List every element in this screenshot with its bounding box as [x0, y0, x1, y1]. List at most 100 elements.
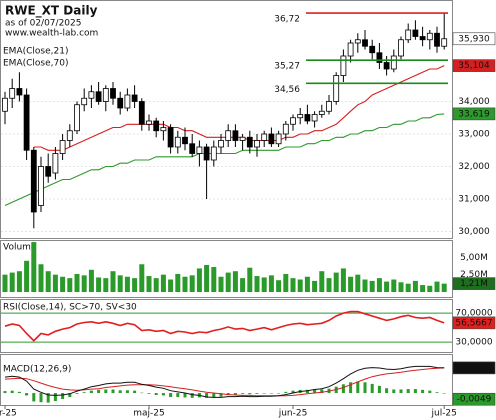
candle-body [405, 29, 412, 41]
y-tick-label: 70,0000 [455, 309, 492, 319]
histogram-bar [205, 393, 209, 398]
candle-body [182, 136, 188, 145]
volume-bar [232, 271, 238, 292]
candle-body [95, 91, 102, 102]
candle-body [167, 127, 174, 148]
histogram-bar [89, 390, 93, 394]
volume-bar [283, 273, 289, 292]
histogram-bar [305, 389, 309, 394]
candle-body [153, 120, 160, 132]
candle-body [434, 32, 440, 47]
histogram-bar [140, 392, 144, 394]
histogram-bar [25, 393, 29, 396]
candle-body [196, 146, 203, 154]
candle-body [326, 101, 332, 112]
volume-bar [218, 276, 224, 292]
histogram-bar [39, 393, 43, 403]
volume-bar [254, 276, 260, 292]
candle-body [318, 110, 325, 115]
volume-bar [24, 260, 30, 292]
histogram-bar [46, 393, 50, 403]
histogram-bar [212, 393, 216, 398]
histogram-bar [413, 389, 417, 394]
volume-bar [348, 276, 354, 292]
candle-body [340, 55, 347, 76]
volume-bar [16, 271, 22, 292]
candle-body [297, 114, 304, 119]
histogram-bar [125, 390, 129, 394]
y-tick-label: 31,000 [458, 195, 490, 205]
histogram-bar [82, 392, 86, 394]
volume-bar [67, 278, 73, 292]
volume-panel [0, 240, 453, 298]
value-tag [452, 392, 496, 406]
volume-bar [312, 280, 318, 292]
volume-bar [304, 276, 310, 292]
price-panel [0, 0, 453, 239]
candle-body [398, 39, 404, 57]
histogram-bar [111, 389, 115, 394]
volume-bar [31, 242, 37, 292]
macd-panel [0, 354, 453, 406]
candle-body [110, 88, 116, 99]
candle-body [412, 29, 419, 37]
histogram-bar [118, 390, 122, 394]
y-tick-label: 2,50M [460, 270, 488, 280]
volume-bar [139, 264, 145, 292]
value-tag-label: -0,0049 [457, 395, 492, 405]
histogram-bar [219, 393, 223, 397]
candle-body [2, 97, 8, 112]
histogram-bar [190, 393, 194, 398]
value-tag-label: 56,5667 [455, 318, 492, 328]
value-tag [452, 361, 496, 375]
histogram-bar [356, 381, 360, 394]
candle-body [203, 146, 210, 161]
candle-body [102, 88, 109, 102]
value-tag [452, 316, 496, 330]
candle-body [218, 140, 224, 148]
candle-body [146, 120, 152, 125]
candle-body [81, 97, 88, 106]
volume-bar [117, 275, 123, 292]
histogram-bar [377, 385, 381, 394]
volume-bar [9, 272, 15, 292]
histogram-bar [248, 393, 252, 395]
volume-bar [319, 271, 325, 292]
candle-body [369, 45, 376, 54]
volume-bar [182, 276, 188, 292]
histogram-bar [147, 393, 151, 394]
histogram-bar [133, 390, 137, 394]
candle-body [225, 130, 232, 141]
level-label: 35,27 [274, 62, 300, 72]
volume-bar [326, 278, 332, 292]
candle-body [376, 52, 383, 63]
volume-bar [160, 274, 166, 292]
candle-body [268, 133, 275, 145]
candle-body [38, 166, 44, 206]
volume-bar [153, 278, 159, 292]
x-tick-label: pr-25 [0, 409, 17, 419]
ema-line [33, 65, 445, 151]
panel-title: RSI(Close,14), SC>70, SV<30 [3, 303, 137, 313]
histogram-bar [161, 393, 165, 396]
histogram-bar [421, 389, 425, 394]
volume-bar [362, 279, 368, 292]
candle-body [30, 149, 37, 213]
volume-bar [74, 273, 80, 292]
volume-bar [412, 280, 418, 292]
candle-body [59, 140, 66, 154]
volume-bar [333, 272, 339, 292]
histogram-bar [363, 382, 367, 394]
candle-body [74, 104, 80, 132]
histogram-bar [428, 390, 432, 394]
x-tick-label: jul-25 [430, 409, 456, 419]
rsi-line [4, 310, 445, 342]
histogram-bar [349, 382, 353, 394]
y-tick-label: 30,000 [458, 227, 490, 237]
rsi-panel [0, 299, 453, 353]
volume-bar [420, 285, 426, 292]
value-tag-label: 35,930 [458, 34, 490, 44]
volume-bar [376, 278, 382, 292]
